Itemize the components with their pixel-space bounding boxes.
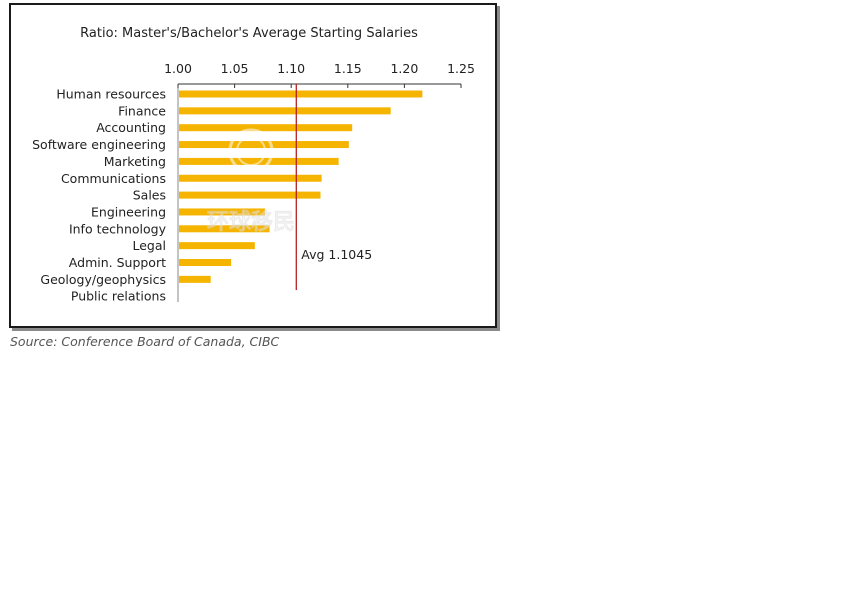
watermark-globe-inner	[236, 136, 266, 166]
category-label: Engineering	[91, 204, 166, 219]
category-label: Marketing	[104, 154, 166, 169]
x-tick-label: 1.05	[221, 61, 249, 76]
category-label: Admin. Support	[69, 255, 166, 270]
category-label: Communications	[61, 171, 166, 186]
average-label: Avg 1.1045	[301, 247, 372, 262]
x-tick-label: 1.00	[164, 61, 192, 76]
bar	[179, 90, 423, 98]
category-label: Accounting	[96, 120, 166, 135]
bar	[179, 174, 322, 182]
bar	[179, 242, 255, 250]
bars	[179, 90, 423, 283]
watermark-globe-icon	[228, 128, 274, 174]
category-label: Sales	[133, 188, 166, 203]
watermark-text: 环球移民	[207, 209, 295, 235]
bar-chart: Ratio: Master's/Bachelor's Average Start…	[32, 26, 475, 304]
bar	[179, 124, 353, 132]
average-reference: Avg 1.1045	[295, 84, 372, 290]
bar	[179, 191, 321, 199]
category-label: Human resources	[56, 87, 166, 102]
bar	[179, 208, 266, 216]
source-note: Source: Conference Board of Canada, CIBC	[10, 334, 280, 349]
x-axis-ticks: 1.00 1.05 1.10 1.15 1.20 1.25	[164, 61, 475, 88]
x-tick-label: 1.10	[277, 61, 305, 76]
category-label: Legal	[132, 238, 166, 253]
x-tick-label: 1.25	[447, 61, 475, 76]
category-label: Finance	[118, 103, 166, 118]
x-tick-label: 1.20	[390, 61, 418, 76]
bar	[179, 107, 391, 115]
category-label: Public relations	[71, 289, 166, 304]
chart-title: Ratio: Master's/Bachelor's Average Start…	[80, 26, 418, 41]
x-tick-label: 1.15	[334, 61, 362, 76]
bar	[179, 157, 339, 165]
category-label: Info technology	[69, 221, 167, 236]
bar	[179, 225, 270, 233]
bar	[179, 275, 211, 283]
chart-frame: Ratio: Master's/Bachelor's Average Start…	[9, 3, 497, 328]
category-label: Software engineering	[32, 137, 166, 152]
watermark-subtext: GLOBEGROUP	[227, 184, 276, 192]
bar	[179, 259, 232, 266]
category-label: Geology/geophysics	[40, 272, 166, 287]
watermark: GLOBEGROUP 环球移民	[207, 128, 295, 235]
